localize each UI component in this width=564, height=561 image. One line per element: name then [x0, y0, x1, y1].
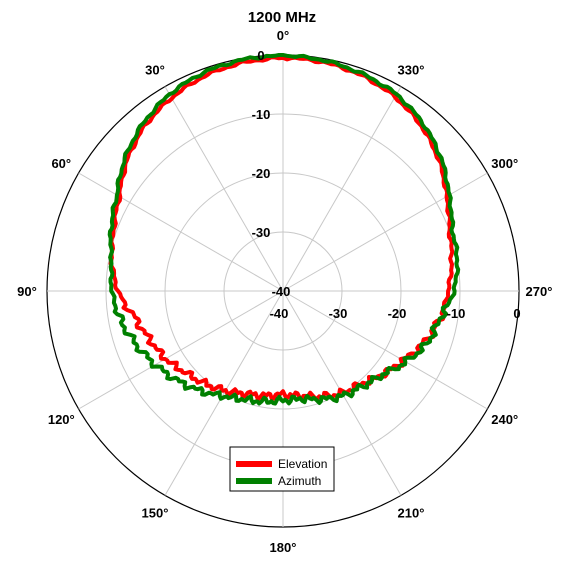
polar-spoke — [282, 290, 488, 410]
radial-tick-label: -30 — [329, 306, 348, 321]
legend-label-elevation: Elevation — [278, 457, 327, 471]
angle-tick-label: 210° — [398, 506, 425, 521]
angle-tick-label: 240° — [491, 412, 518, 427]
radial-tick-label: -10 — [447, 306, 466, 321]
angle-tick-label: 90° — [17, 284, 37, 299]
angle-tick-label: 120° — [48, 412, 75, 427]
radial-tick-label: -20 — [388, 306, 407, 321]
legend-label-azimuth: Azimuth — [278, 474, 321, 488]
radial-tick-label-vertical: 0 — [257, 48, 264, 63]
radial-tick-label-vertical: -10 — [252, 107, 271, 122]
angle-tick-label: 30° — [145, 62, 165, 77]
polar-spoke — [164, 290, 284, 496]
radial-tick-label-center: -40 — [272, 284, 291, 299]
angle-tick-label: 180° — [270, 540, 297, 555]
radial-tick-label: -40 — [270, 306, 289, 321]
radial-tick-label-vertical: -30 — [252, 225, 271, 240]
chart-title: 1200 MHz — [248, 9, 316, 26]
angle-tick-label: 60° — [51, 156, 71, 171]
series-layer — [107, 53, 461, 406]
angle-tick-label: 0° — [277, 28, 289, 43]
series-line-elevation — [108, 55, 455, 402]
angle-tick-label: 300° — [491, 156, 518, 171]
angle-tick-label: 330° — [398, 62, 425, 77]
polar-spoke — [78, 172, 284, 292]
polar-spoke — [282, 86, 402, 292]
radial-tick-label-vertical: -20 — [252, 166, 271, 181]
angle-tick-label: 270° — [526, 284, 553, 299]
legend: Elevation Azimuth — [229, 446, 335, 492]
polar-spoke — [164, 86, 284, 292]
label-layer: 0° 30° 60° 90° 120° 150° 180° 210° 240° 270° 300° 3… — [17, 28, 552, 555]
polar-spoke — [78, 290, 284, 410]
radial-tick-label: 0 — [513, 306, 520, 321]
polar-spoke — [282, 172, 488, 292]
series-line-azimuth — [107, 53, 461, 406]
angle-tick-label: 150° — [142, 506, 169, 521]
